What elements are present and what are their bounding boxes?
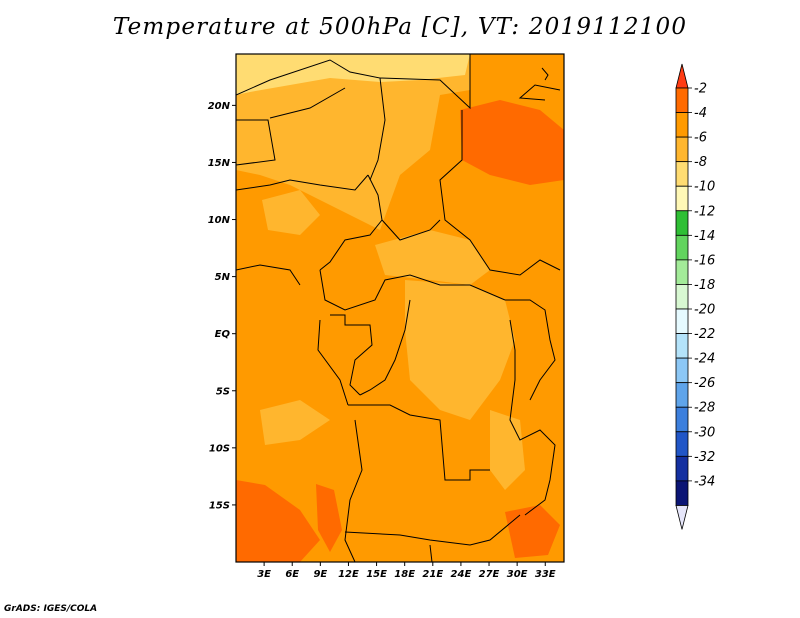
colorbar-label: -16	[694, 253, 715, 268]
field-band-8-atlantic	[260, 400, 330, 445]
colorbar-box	[675, 284, 689, 310]
field-band-8-west	[262, 190, 320, 235]
lon-tick-label: 12E	[338, 569, 359, 580]
grads-credit: GrADS: IGES/COLA	[4, 604, 98, 614]
colorbar-label: -2	[694, 82, 707, 97]
lat-tick-label: 15N	[208, 158, 231, 169]
coast-gulf-guinea	[236, 264, 301, 286]
border-nigeria-north	[236, 174, 369, 191]
colorbar-box	[675, 185, 689, 212]
colorbar-box	[675, 333, 689, 359]
coast-sinai	[541, 67, 549, 81]
colorbar-box	[675, 87, 689, 113]
border-drc-angola	[348, 404, 490, 481]
colorbar-label: -12	[694, 204, 715, 219]
lon-tick-label: 30E	[507, 569, 528, 580]
field-band-8-north	[236, 54, 470, 230]
lon-tick-label: 27E	[479, 569, 500, 580]
lat-tick-label: 15S	[209, 500, 230, 511]
lat-tick-label: 10S	[209, 443, 230, 454]
border-car-north	[381, 219, 441, 241]
colorbar-label: -8	[694, 155, 707, 170]
border-gabon-congo	[330, 314, 373, 396]
colorbar-label: -18	[694, 278, 715, 293]
colorbar-label: -28	[694, 401, 715, 416]
colorbar-box	[675, 161, 689, 187]
field-band-8-east	[490, 410, 525, 490]
colorbar-box	[675, 136, 689, 163]
colorbar-label: -4	[694, 106, 707, 121]
lon-tick-label: 24E	[451, 569, 472, 580]
lat-tick-label: 20N	[208, 101, 231, 112]
colorbar-label: -10	[694, 180, 715, 195]
lon-tick-label: 21E	[422, 569, 443, 580]
border-great-lakes	[509, 319, 556, 516]
field-band-10-north	[236, 54, 470, 95]
field-band-4-mozambique	[505, 505, 560, 558]
colorbar-label: -14	[694, 229, 715, 244]
map-title: Temperature at 500hPa [C], VT: 201911210…	[112, 14, 688, 40]
colorbar-label: -22	[694, 327, 715, 342]
colorbar-top-arrow	[675, 63, 689, 89]
colorbar-label: -30	[694, 425, 715, 440]
temperature-field	[236, 54, 564, 562]
border-niger-algeria	[269, 87, 346, 119]
colorbar-box	[675, 431, 689, 457]
lon-tick-label: 15E	[366, 569, 387, 580]
border-car-south	[319, 269, 506, 311]
colorbar-box	[675, 210, 689, 236]
lat-tick-label: EQ	[215, 329, 231, 340]
colorbar-box	[675, 406, 689, 433]
colorbar-label: -26	[694, 376, 715, 391]
border-sudan	[439, 110, 561, 276]
colorbar: -2 -4 -6 -8 -10 -12 -14 -16 -18 -20 -22 -24 -26 -28 -3…	[675, 63, 715, 530]
colorbar-box	[675, 357, 689, 384]
coast-red-sea	[518, 84, 561, 101]
colorbar-box	[675, 259, 689, 285]
lat-tick-label: 5S	[216, 386, 230, 397]
plot-frame	[235, 53, 565, 563]
colorbar-label: -34	[694, 474, 715, 489]
colorbar-label: -32	[694, 450, 715, 465]
field-band-8-central-africa	[375, 230, 490, 285]
border-libya-egypt	[379, 54, 471, 110]
lon-tick-label: 33E	[535, 569, 556, 580]
field-band-4-sudan	[460, 100, 564, 185]
lon-tick-label: 6E	[285, 569, 299, 580]
border-west	[236, 119, 276, 166]
colorbar-box	[675, 112, 689, 138]
border-congo-drc	[359, 299, 411, 396]
colorbar-label: -24	[694, 352, 715, 367]
longitude-axis: 3E 6E 9E 12E 15E 18E 21E 24E 27E 30E 33E	[257, 562, 556, 580]
colorbar-label: -20	[694, 303, 715, 318]
border-angola-namibia	[344, 514, 521, 546]
border-angola-west	[344, 419, 363, 562]
border-uganda-kenya	[505, 299, 556, 401]
colorbar-bottom-arrow	[675, 505, 689, 530]
field-band-8-congo	[405, 280, 515, 420]
border-south	[429, 544, 433, 562]
lat-tick-label: 10N	[208, 215, 231, 226]
colorbar-box	[675, 455, 689, 482]
field-band-4-southwest	[236, 480, 320, 562]
lon-tick-label: 9E	[313, 569, 327, 580]
latitude-axis: 20N 15N 10N 5N EQ 5S 10S 15S	[208, 101, 236, 511]
colorbar-box	[675, 382, 689, 408]
colorbar-box	[675, 234, 689, 261]
lon-tick-label: 18E	[394, 569, 415, 580]
colorbar-box	[675, 308, 689, 334]
border-sahel-north	[236, 59, 386, 181]
border-cameroon-chad	[319, 174, 383, 271]
country-borders	[236, 54, 561, 562]
colorbar-label: -6	[694, 131, 707, 146]
coast-central-west	[317, 319, 349, 406]
colorbar-box	[675, 480, 689, 506]
field-band-4-angola	[316, 484, 342, 552]
lat-tick-label: 5N	[215, 272, 231, 283]
lon-tick-label: 3E	[257, 569, 271, 580]
